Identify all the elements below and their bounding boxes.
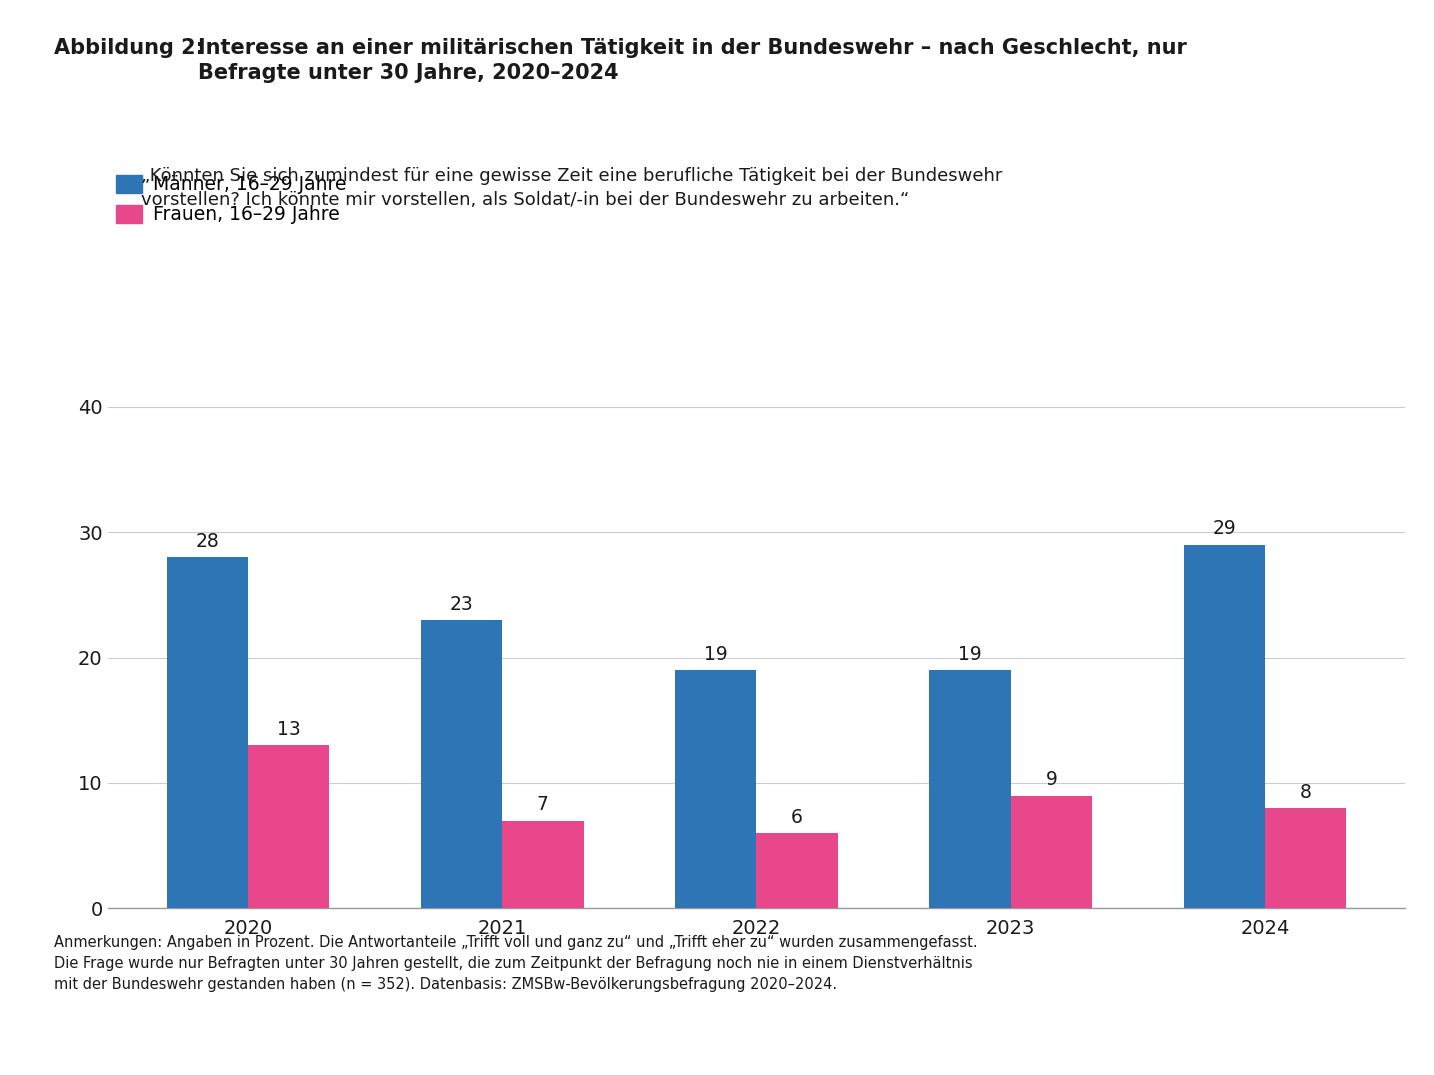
- Bar: [1011, 796, 1093, 908]
- Text: Anmerkungen: Angaben in Prozent. Die Antwortanteile „Trifft voll und ganz zu“ un: Anmerkungen: Angaben in Prozent. Die Ant…: [54, 935, 978, 992]
- Legend: Männer, 16–29 Jahre, Frauen, 16–29 Jahre: Männer, 16–29 Jahre, Frauen, 16–29 Jahre: [116, 175, 347, 224]
- Bar: [420, 620, 502, 908]
- Text: Abbildung 2:: Abbildung 2:: [54, 38, 205, 58]
- Text: 8: 8: [1299, 783, 1312, 802]
- Text: 29: 29: [1212, 519, 1236, 539]
- Text: 19: 19: [704, 645, 727, 663]
- Bar: [929, 670, 1011, 908]
- Text: Interesse an einer militärischen Tätigkeit in der Bundeswehr – nach Geschlecht, : Interesse an einer militärischen Tätigke…: [198, 38, 1187, 83]
- Text: 23: 23: [450, 594, 473, 614]
- Bar: [1265, 808, 1347, 908]
- Bar: [1183, 545, 1265, 908]
- Bar: [675, 670, 756, 908]
- Text: 28: 28: [195, 532, 219, 550]
- Text: 7: 7: [536, 796, 549, 815]
- Text: 13: 13: [277, 720, 301, 740]
- Bar: [248, 745, 330, 908]
- Text: „Könnten Sie sich zumindest für eine gewisse Zeit eine berufliche Tätigkeit bei : „Könnten Sie sich zumindest für eine gew…: [141, 167, 1002, 209]
- Bar: [502, 820, 584, 908]
- Text: 6: 6: [792, 807, 803, 827]
- Bar: [757, 833, 837, 908]
- Text: 9: 9: [1045, 770, 1057, 789]
- Text: 19: 19: [958, 645, 982, 663]
- Bar: [166, 557, 248, 908]
